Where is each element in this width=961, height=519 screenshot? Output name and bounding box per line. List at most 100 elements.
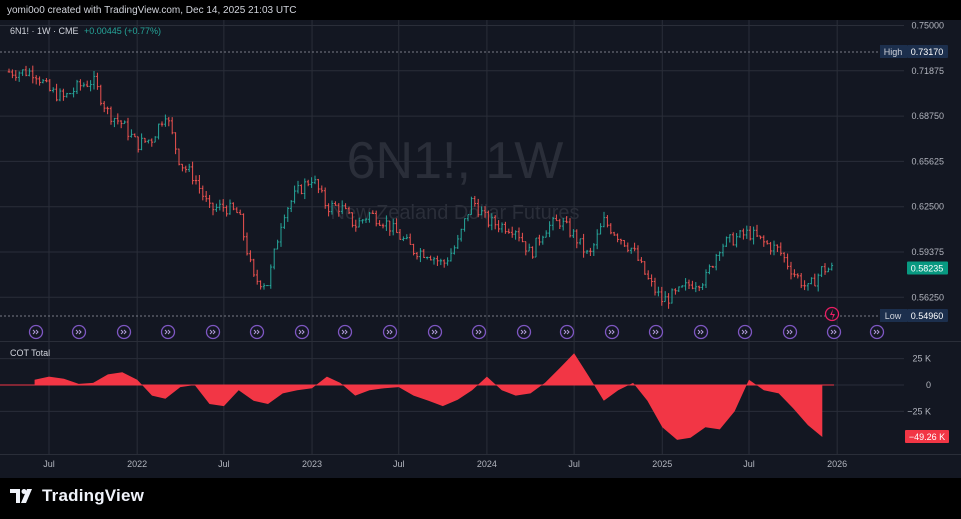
candle[interactable] bbox=[7, 68, 11, 73]
candle[interactable] bbox=[391, 218, 395, 236]
candle[interactable] bbox=[599, 223, 602, 235]
candle[interactable] bbox=[782, 252, 786, 263]
candle[interactable] bbox=[694, 282, 698, 293]
candle[interactable] bbox=[589, 247, 592, 257]
candle[interactable] bbox=[187, 163, 191, 172]
candle[interactable] bbox=[640, 257, 643, 264]
economic-event-icon[interactable] bbox=[782, 324, 798, 340]
candle[interactable] bbox=[691, 280, 694, 290]
candle[interactable] bbox=[711, 265, 715, 268]
candle[interactable] bbox=[425, 256, 429, 260]
candle[interactable] bbox=[820, 266, 823, 278]
candle[interactable] bbox=[422, 249, 426, 259]
tradingview-logo[interactable]: TradingView bbox=[10, 486, 144, 506]
candle[interactable] bbox=[368, 211, 371, 223]
candle[interactable] bbox=[150, 138, 154, 147]
economic-event-icon[interactable] bbox=[516, 324, 532, 340]
candle[interactable] bbox=[201, 185, 205, 201]
candle[interactable] bbox=[55, 83, 58, 102]
candle[interactable] bbox=[177, 148, 181, 166]
candle[interactable] bbox=[242, 213, 245, 241]
candle[interactable] bbox=[616, 233, 619, 243]
candle[interactable] bbox=[538, 234, 541, 246]
candle[interactable] bbox=[303, 178, 307, 200]
candle[interactable] bbox=[575, 229, 579, 249]
candle[interactable] bbox=[92, 71, 96, 90]
cot-title[interactable]: COT Total bbox=[10, 348, 50, 358]
candle[interactable] bbox=[296, 180, 300, 194]
candle[interactable] bbox=[521, 232, 524, 243]
candle[interactable] bbox=[58, 88, 62, 102]
candle[interactable] bbox=[619, 238, 623, 245]
candle[interactable] bbox=[677, 286, 681, 293]
candle[interactable] bbox=[701, 283, 704, 290]
candle[interactable] bbox=[629, 247, 633, 254]
candle[interactable] bbox=[470, 196, 473, 216]
candle[interactable] bbox=[544, 230, 548, 238]
candle[interactable] bbox=[561, 217, 565, 231]
candle[interactable] bbox=[310, 177, 313, 188]
candle[interactable] bbox=[572, 229, 575, 239]
candle[interactable] bbox=[184, 165, 188, 173]
candle[interactable] bbox=[24, 65, 28, 77]
candle[interactable] bbox=[347, 206, 351, 215]
candle[interactable] bbox=[823, 263, 827, 275]
candle[interactable] bbox=[432, 256, 436, 265]
candle[interactable] bbox=[555, 214, 558, 222]
candle[interactable] bbox=[816, 273, 820, 292]
candle[interactable] bbox=[89, 80, 92, 92]
candle[interactable] bbox=[497, 220, 500, 233]
candle[interactable] bbox=[157, 123, 160, 140]
economic-event-icon[interactable] bbox=[471, 324, 487, 340]
candle[interactable] bbox=[279, 223, 283, 247]
candle[interactable] bbox=[289, 200, 293, 213]
candle[interactable] bbox=[286, 207, 290, 222]
candle[interactable] bbox=[558, 218, 562, 229]
economic-event-icon[interactable] bbox=[559, 324, 575, 340]
candle[interactable] bbox=[786, 253, 789, 270]
candle[interactable] bbox=[235, 207, 239, 214]
candle[interactable] bbox=[191, 161, 194, 185]
candle[interactable] bbox=[378, 220, 381, 226]
candle[interactable] bbox=[776, 244, 779, 253]
candle[interactable] bbox=[514, 230, 517, 240]
candle[interactable] bbox=[68, 93, 72, 95]
candle[interactable] bbox=[293, 185, 296, 204]
candle[interactable] bbox=[340, 200, 344, 214]
candle[interactable] bbox=[765, 240, 769, 245]
candle[interactable] bbox=[609, 223, 613, 235]
candle[interactable] bbox=[626, 242, 630, 253]
candle[interactable] bbox=[252, 258, 256, 277]
candle[interactable] bbox=[11, 69, 14, 79]
candle[interactable] bbox=[126, 117, 130, 141]
economic-event-icon[interactable] bbox=[71, 324, 87, 340]
candle[interactable] bbox=[85, 80, 89, 88]
economic-event-icon[interactable] bbox=[427, 324, 443, 340]
candle[interactable] bbox=[504, 221, 507, 234]
candle[interactable] bbox=[215, 203, 218, 212]
candle[interactable] bbox=[657, 286, 660, 297]
economic-event-icon[interactable] bbox=[382, 324, 398, 340]
candle[interactable] bbox=[65, 92, 69, 98]
economic-event-icon[interactable] bbox=[205, 324, 221, 340]
symbol-legend[interactable]: 6N1! · 1W · CME bbox=[10, 26, 79, 36]
candle[interactable] bbox=[170, 117, 174, 135]
candle[interactable] bbox=[75, 79, 79, 95]
candle[interactable] bbox=[31, 65, 35, 84]
cot-area[interactable] bbox=[34, 353, 823, 440]
candle[interactable] bbox=[643, 261, 647, 275]
candle[interactable] bbox=[578, 238, 582, 245]
candle[interactable] bbox=[208, 195, 211, 208]
candle[interactable] bbox=[667, 293, 670, 309]
candle[interactable] bbox=[269, 264, 273, 289]
candle[interactable] bbox=[96, 72, 99, 90]
candle[interactable] bbox=[395, 218, 398, 234]
candle[interactable] bbox=[21, 69, 24, 76]
candle[interactable] bbox=[636, 245, 640, 261]
candle[interactable] bbox=[687, 279, 691, 289]
event-markers[interactable] bbox=[28, 306, 885, 340]
candle[interactable] bbox=[361, 219, 364, 224]
candle[interactable] bbox=[133, 133, 137, 138]
candle[interactable] bbox=[806, 283, 810, 291]
candle[interactable] bbox=[476, 198, 480, 218]
